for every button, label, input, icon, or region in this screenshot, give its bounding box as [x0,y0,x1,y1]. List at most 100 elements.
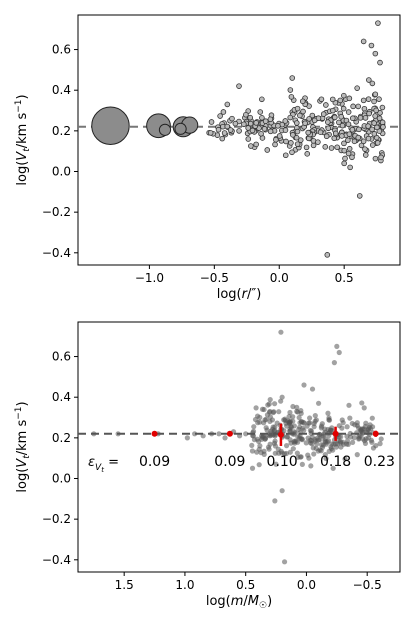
bottom-data-point [324,439,330,445]
top-data-point [371,131,378,137]
bottom-data-point [335,437,341,444]
top-data-point [365,123,371,129]
x-tick-label: −0.5 [353,578,382,592]
bottom-data-point [298,418,305,425]
top-data-point [310,142,317,149]
bottom-outlier-point [301,382,307,388]
bottom-outlier-point [281,559,288,565]
top-outlier-point [337,97,344,104]
bottom-data-point [286,413,292,420]
top-data-point [318,96,325,103]
top-data-point [297,137,304,143]
top-data-point [371,120,377,126]
top-data-point [345,137,351,144]
bottom-data-point [363,436,369,442]
bottom-data-point [272,438,278,444]
bottom-data-point [347,415,353,421]
red-point [151,430,158,437]
bottom-data-point [222,435,228,441]
top-outlier-point [289,75,296,81]
bottom-data-point [256,446,262,452]
bottom-data-point [271,409,277,415]
top-outlier-point [236,83,242,89]
top-outlier-point [356,193,363,199]
top-data-point [377,110,383,116]
top-data-point [336,119,342,126]
bottom-data-point [348,434,354,440]
bottom-outlier-point [346,402,352,408]
bottom-data-point [251,424,257,430]
top-outlier-point [341,160,347,167]
ticks-bottom: 1.5 1.0 0.5 0.0 −0.5 −0.4 −0.2 0.0 0.2 0.4 0.6 [42,350,382,592]
top-data-point [365,96,372,102]
top-data-point [339,133,345,139]
ticks-top: −1.0 −0.5 0.0 0.5 −0.4 −0.2 0.0 0.2 0.4 0.6 [42,43,354,285]
top-data-point [306,116,312,122]
bottom-data-point [339,417,345,423]
bottom-data-point [323,455,329,462]
top-data-point [334,144,340,151]
bottom-data-point [200,433,206,439]
top-data-point [309,112,316,119]
top-data-point [377,59,383,66]
top-data-point [338,113,344,120]
top-data-point [220,109,227,115]
y-tick-label: −0.2 [42,512,71,526]
top-data-point [217,113,223,119]
top-outlier-point [362,146,368,152]
top-data-point [328,145,335,151]
top-data-point [257,109,264,115]
top-data-point [357,115,364,121]
bottom-data-point [326,448,332,454]
bottom-outlier-point [278,329,284,335]
bottom-data-point [291,423,297,429]
top-data-point [340,105,347,112]
bottom-outlier-point [279,394,285,400]
top-data-point [221,130,228,136]
bottom-data-point [271,401,278,407]
bottom-data-point [318,425,324,431]
red-point [277,431,284,438]
bottom-data-point [276,409,282,415]
red-points [151,423,379,446]
bottom-data-point [270,424,276,430]
bottom-data-point [298,454,304,460]
x-tick-label: −0.5 [200,271,229,285]
y-tick-label: 0.6 [52,350,71,364]
bottom-data-point [115,431,121,437]
top-data-point [345,109,352,115]
top-outlier-point [324,252,331,258]
bottom-data-point [327,427,334,433]
bottom-data-point [362,440,369,446]
bottom-data-point [257,419,263,425]
bottom-data-point [325,410,331,416]
bottom-data-point [249,465,256,471]
bottom-data-point [342,456,348,462]
top-data-point [347,164,353,171]
bottom-data-point [290,446,296,452]
bottom-data-point [184,435,190,441]
top-data-point [361,105,368,112]
top-data-point [241,121,247,128]
bottom-data-point [281,428,287,434]
top-data-point [207,130,214,136]
top-data-point [276,133,283,139]
top-data-point [341,147,348,154]
bottom-data-point [292,438,298,444]
top-data-point [320,111,327,117]
epsilon-value: 0.23 [364,454,395,470]
top-data-point [342,155,348,162]
bottom-data-point [307,427,314,434]
bottom-data-point [255,438,262,445]
panel-bottom: 1.5 1.0 0.5 0.0 −0.5 −0.4 −0.2 0.0 0.2 0.4 0.6 0.0… [14,321,401,611]
top-data-point [245,136,252,142]
bottom-data-point [359,400,365,406]
bottom-data-point [261,433,267,439]
top-data-point [369,126,375,133]
top-outlier-point [360,38,367,45]
top-data-point [287,114,294,121]
red-point [226,430,233,437]
top-data-point [245,125,251,131]
bottom-data-point [243,431,249,437]
